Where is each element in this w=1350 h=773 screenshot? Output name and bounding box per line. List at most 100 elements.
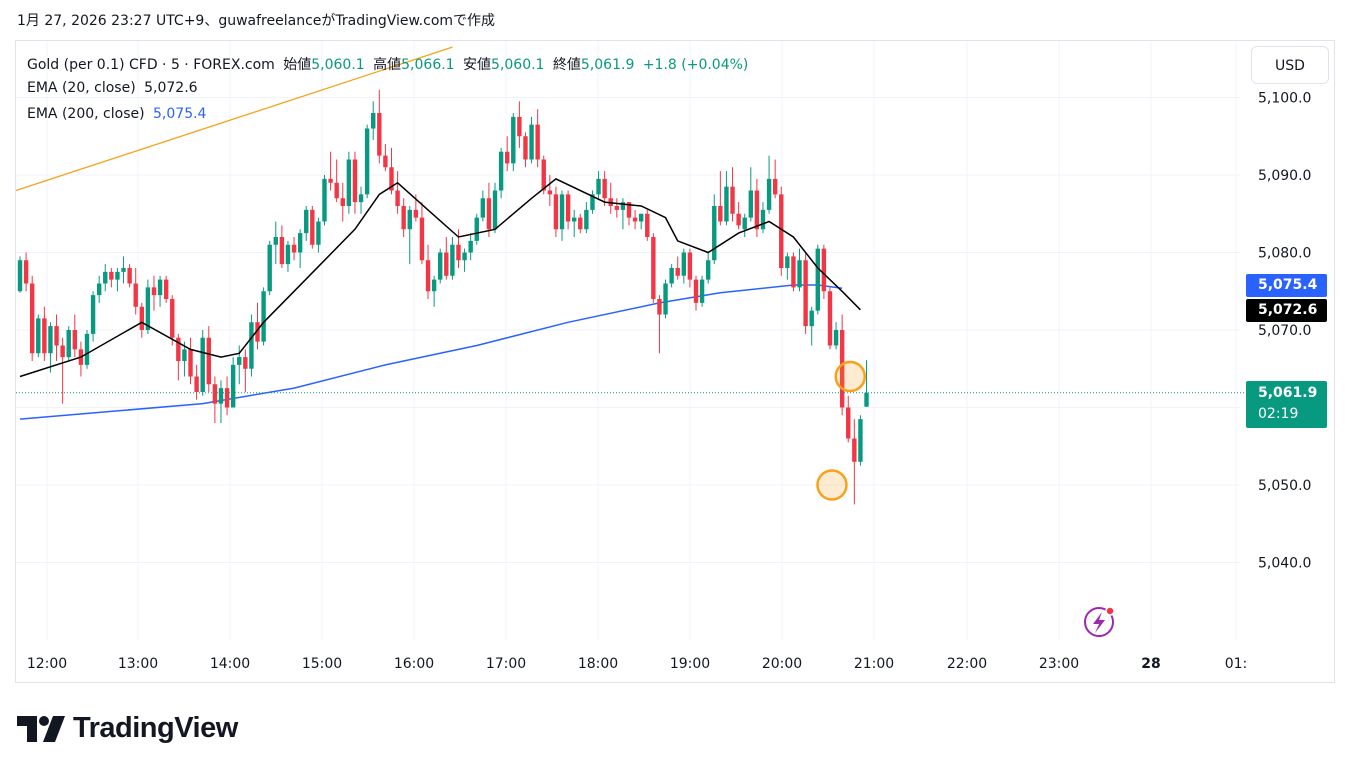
candle-body xyxy=(17,260,23,292)
chart-frame xyxy=(15,40,1335,683)
candle-body xyxy=(779,194,784,268)
candle-body xyxy=(785,256,790,268)
candle xyxy=(797,248,802,292)
candle xyxy=(505,136,510,172)
candle-body xyxy=(230,364,236,408)
signal-marker[interactable] xyxy=(834,360,866,393)
legend-ema200[interactable]: EMA (200, close) 5,075.4 xyxy=(27,106,210,122)
candle-body xyxy=(206,337,211,385)
candle-body xyxy=(316,221,321,245)
candle xyxy=(632,209,638,230)
candle xyxy=(596,171,601,199)
candle-body xyxy=(212,384,218,404)
candle xyxy=(669,264,674,288)
candle-body xyxy=(243,357,248,369)
candle-body xyxy=(553,194,559,230)
candle xyxy=(285,240,291,272)
candle-body xyxy=(852,438,857,462)
candle xyxy=(328,151,333,191)
candle xyxy=(431,275,437,307)
candle xyxy=(48,322,53,373)
close-value: 5,061.9 xyxy=(580,57,635,73)
lightning-icon[interactable] xyxy=(1084,606,1115,637)
last-price-tag: 5,061.9 02:19 xyxy=(1246,381,1327,428)
candle-body xyxy=(833,330,839,346)
candle-body xyxy=(535,124,540,160)
candle xyxy=(419,202,425,265)
open-label: 始値 xyxy=(283,57,312,73)
candle-body xyxy=(511,116,516,164)
symbol-name[interactable]: Gold (per 0.1) CFD · 5 · FOREX.com xyxy=(27,57,275,73)
candle-body xyxy=(712,206,717,261)
candle xyxy=(42,306,47,361)
candle xyxy=(358,186,364,214)
candle-body xyxy=(724,186,729,222)
candle xyxy=(425,244,431,299)
candle-body xyxy=(456,244,461,261)
candle-body xyxy=(407,209,412,230)
candle-body xyxy=(486,198,492,230)
candle xyxy=(188,337,193,385)
x-tick-label: 21:00 xyxy=(854,656,894,672)
candle-body xyxy=(66,330,71,358)
candle xyxy=(206,326,211,392)
candle xyxy=(364,124,370,199)
tradingview-logo[interactable]: TradingView xyxy=(17,712,238,745)
ema200-price-tag: 5,075.4 xyxy=(1246,274,1327,297)
candle xyxy=(559,190,565,241)
candle-body xyxy=(371,113,376,129)
candle-body xyxy=(279,237,285,265)
candle-body xyxy=(766,178,772,210)
candle xyxy=(109,268,114,288)
candle-body xyxy=(249,322,254,369)
candle-body xyxy=(858,419,863,462)
y-tick-label: 5,070.0 xyxy=(1258,323,1311,339)
candle xyxy=(846,395,851,443)
candle-body xyxy=(200,337,205,392)
candle xyxy=(450,237,455,280)
candle-body xyxy=(815,248,820,311)
candle-body xyxy=(626,202,632,218)
candle-body xyxy=(389,167,394,191)
candle xyxy=(151,275,157,311)
candle-body xyxy=(462,252,467,261)
signal-marker[interactable] xyxy=(816,469,848,501)
candle-body xyxy=(395,190,400,206)
candle-body xyxy=(358,194,364,203)
candle xyxy=(334,159,339,203)
candle-body xyxy=(681,252,687,276)
candle-body xyxy=(663,283,668,315)
legend-ema20[interactable]: EMA (20, close) 5,072.6 xyxy=(27,80,202,96)
candle xyxy=(401,198,406,237)
y-tick-label: 5,040.0 xyxy=(1258,556,1311,572)
candle-body xyxy=(730,186,735,214)
candle-body xyxy=(401,206,406,230)
candle xyxy=(645,209,650,241)
candle xyxy=(468,233,473,261)
candle-body xyxy=(645,213,650,237)
candle-body xyxy=(291,244,297,253)
candle-body xyxy=(273,237,278,245)
candle xyxy=(261,287,266,346)
candle xyxy=(730,167,735,222)
candle-body xyxy=(103,271,108,284)
candle xyxy=(705,252,711,284)
candle-body xyxy=(23,260,29,284)
candle-body xyxy=(657,299,662,315)
candle-body xyxy=(285,244,291,265)
signal-markers xyxy=(816,360,866,501)
candle-body xyxy=(340,198,345,206)
candle xyxy=(139,302,144,338)
candle-body xyxy=(559,194,565,230)
candle-body xyxy=(614,206,620,210)
candle-body xyxy=(699,279,705,303)
candle xyxy=(78,341,84,377)
currency-button[interactable]: USD xyxy=(1251,46,1329,84)
candle xyxy=(480,190,486,222)
candle-body xyxy=(675,268,680,276)
candle-body xyxy=(468,240,473,253)
candle xyxy=(724,171,729,226)
candle-body xyxy=(425,260,431,292)
candle xyxy=(620,198,626,230)
